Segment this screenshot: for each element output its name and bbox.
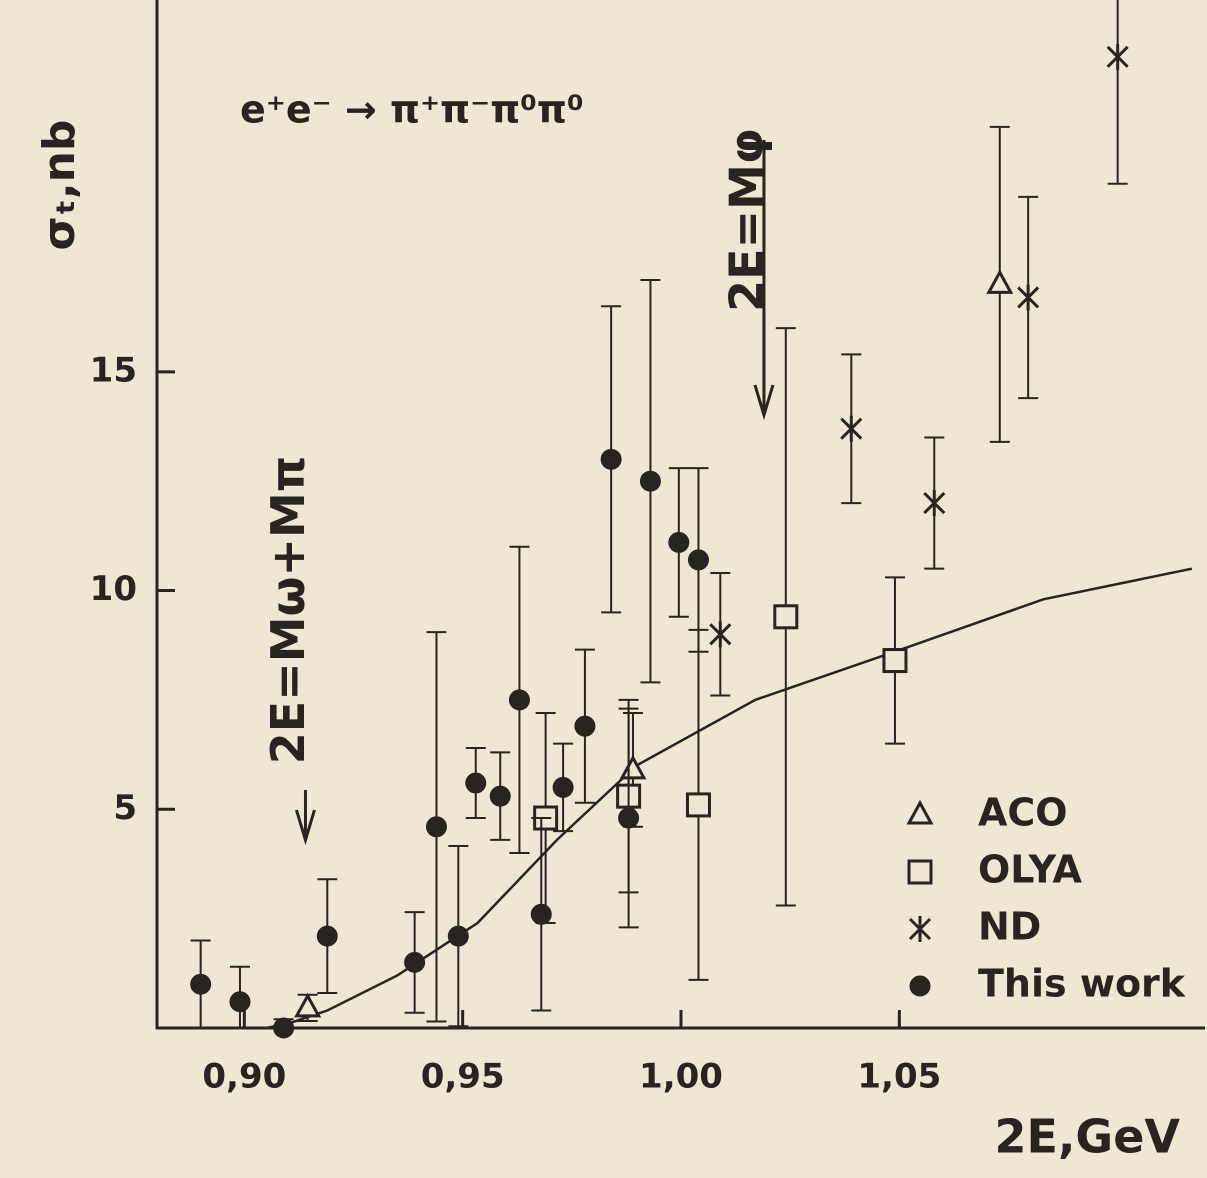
point: [316, 925, 338, 947]
legend-marker: [909, 975, 931, 997]
arrow-head: [295, 809, 316, 846]
point: [1017, 284, 1040, 311]
x-axis-label: 2E,GeV: [995, 1110, 1181, 1164]
point: [552, 776, 574, 798]
x-tick-label: 1,00: [639, 1057, 723, 1097]
legend-label: ACO: [978, 791, 1068, 835]
point: [619, 754, 647, 780]
point: [465, 772, 487, 794]
point: [447, 925, 469, 947]
y-tick-label: 10: [90, 569, 137, 609]
x-tick-label: 0,95: [421, 1057, 505, 1097]
point: [508, 689, 530, 711]
point: [709, 621, 732, 648]
axis-frame: [155, 0, 1205, 1030]
point: [840, 415, 863, 442]
point: [425, 816, 447, 838]
point: [986, 269, 1014, 294]
point: [618, 807, 640, 829]
legend-label: ND: [978, 905, 1041, 949]
point: [882, 648, 908, 674]
point: [687, 549, 709, 571]
x-tick-label: 0,90: [202, 1057, 286, 1097]
point: [600, 448, 622, 470]
point: [773, 604, 799, 630]
y-tick-label: 5: [113, 788, 137, 828]
point: [404, 951, 426, 973]
arrow-head: [753, 384, 775, 421]
point: [273, 1017, 295, 1039]
point: [190, 973, 212, 995]
threshold-label: 2E=Mω+Mπ: [261, 456, 315, 764]
y-tick-label: 15: [90, 350, 137, 390]
y-axis-label: σₜ,nb: [34, 120, 85, 251]
point: [530, 903, 552, 925]
legend-label: OLYA: [978, 848, 1082, 892]
legend-marker: [908, 916, 932, 942]
point: [489, 785, 511, 807]
point: [1106, 43, 1129, 70]
legend-marker: [907, 859, 933, 885]
x-tick-label: 1,05: [857, 1057, 941, 1097]
chart-title: e⁺e⁻ → π⁺π⁻π⁰π⁰: [240, 88, 584, 132]
point: [229, 991, 251, 1013]
legend-marker: [906, 799, 934, 825]
legend-label: This work: [978, 962, 1186, 1006]
point: [639, 470, 661, 492]
point: [668, 531, 690, 553]
point: [685, 792, 711, 818]
point: [574, 715, 596, 737]
point: [923, 490, 946, 517]
point: [294, 992, 322, 1018]
